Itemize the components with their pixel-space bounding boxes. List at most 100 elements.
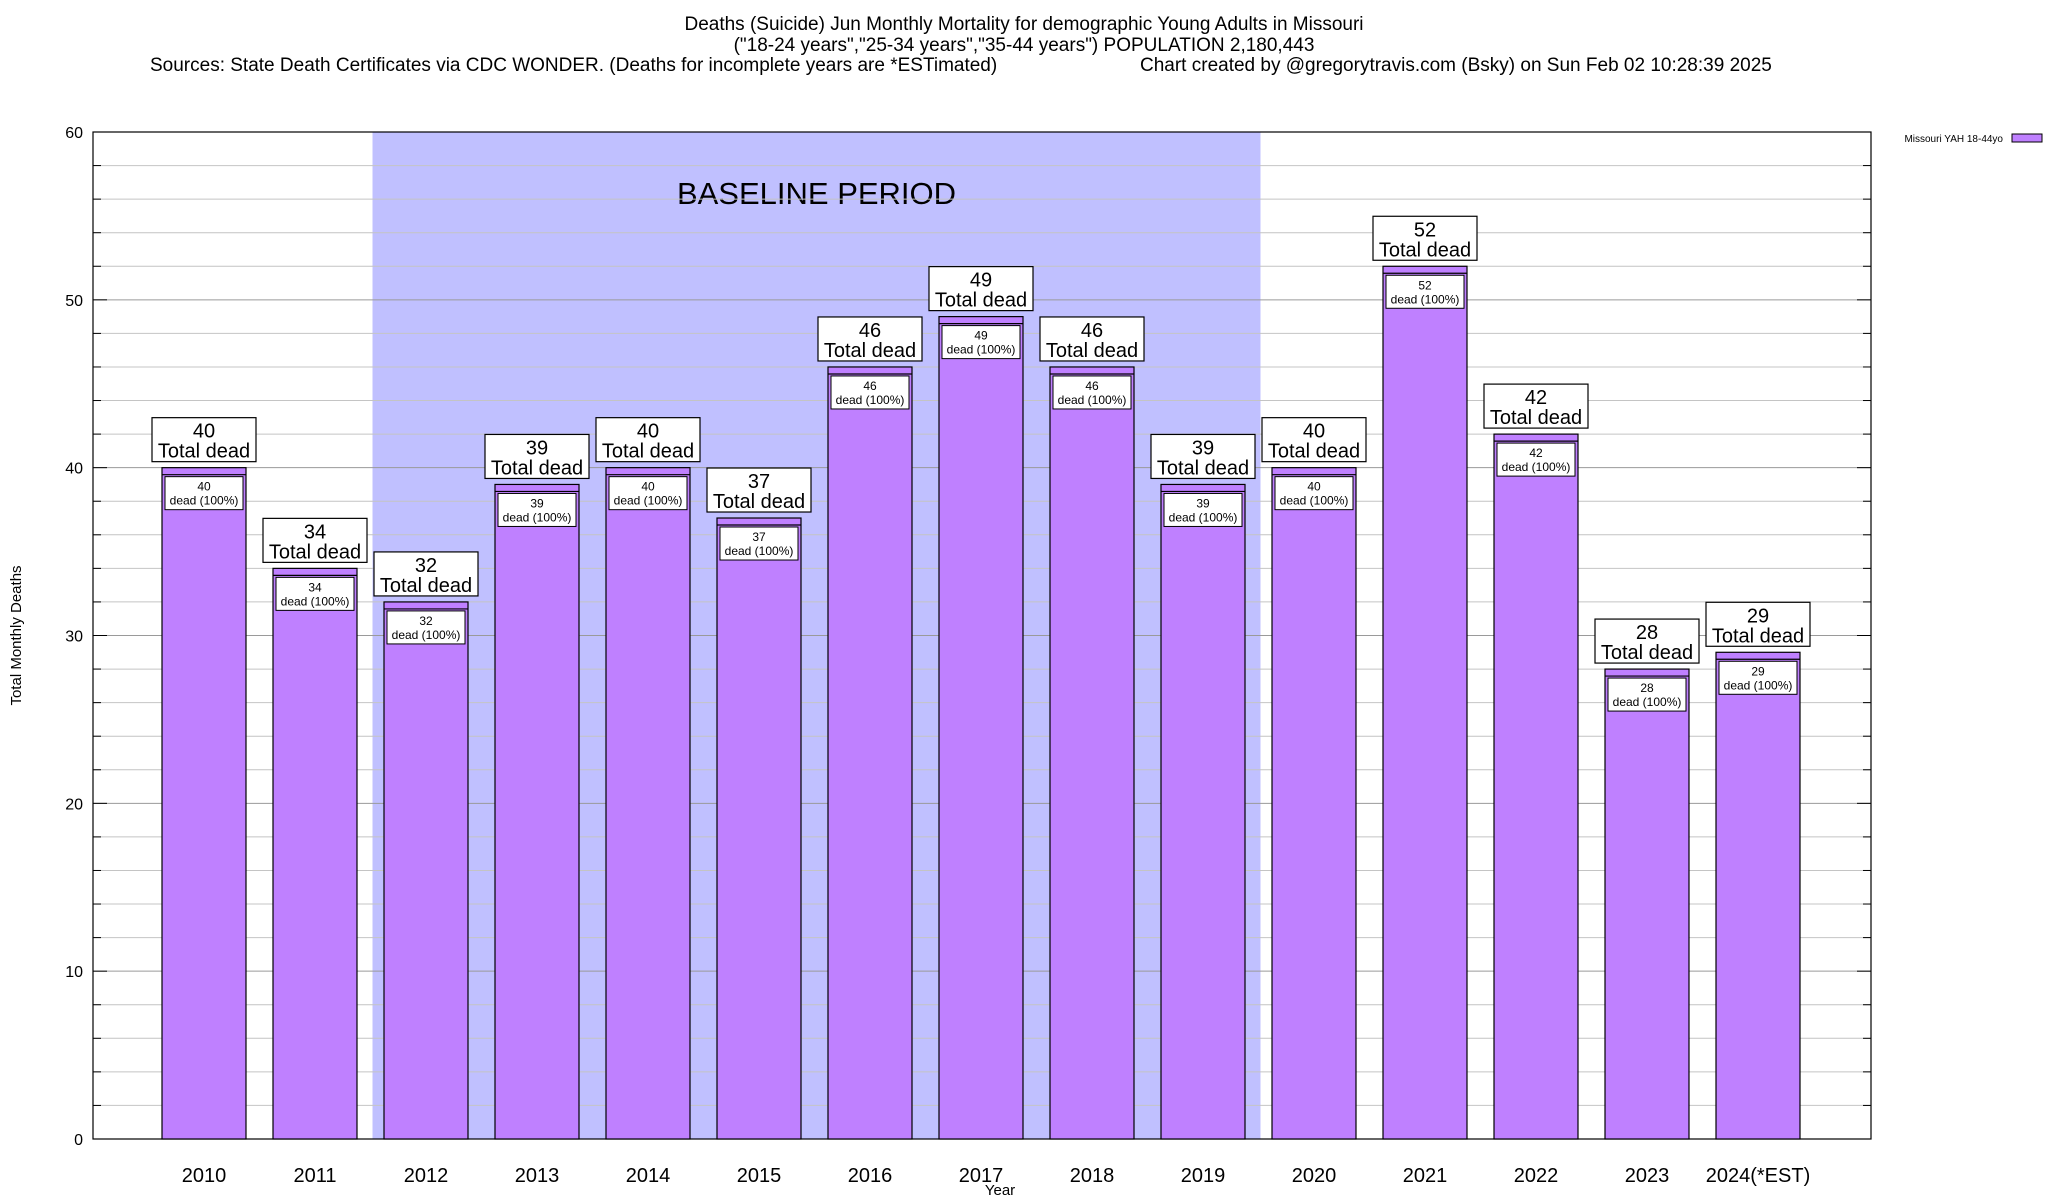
inner-label-box xyxy=(1274,476,1354,511)
total-value-label: 34 xyxy=(304,521,326,543)
legend-label: Missouri YAH 18-44yo xyxy=(1904,134,2003,145)
y-tick-label: 60 xyxy=(65,125,83,142)
inner-label-box xyxy=(386,610,466,645)
total-dead-label: Total dead xyxy=(1601,642,1693,664)
total-value-label: 37 xyxy=(748,471,770,493)
total-value-label: 46 xyxy=(1081,320,1103,342)
total-dead-label: Total dead xyxy=(1046,340,1138,362)
inner-label-box xyxy=(1385,274,1465,309)
chart-title: Deaths (Suicide) Jun Monthly Mortality f… xyxy=(684,14,1364,35)
y-tick-label: 0 xyxy=(74,1132,83,1149)
total-dead-label: Total dead xyxy=(713,491,805,513)
total-dead-label: Total dead xyxy=(1268,441,1360,463)
bar xyxy=(1604,668,1690,1140)
inner-percent-label: dead (100%) xyxy=(1280,494,1349,508)
total-value-label: 42 xyxy=(1525,387,1547,409)
inner-percent-label: dead (100%) xyxy=(503,510,572,524)
legend-swatch xyxy=(2011,133,2043,143)
y-tick-label: 40 xyxy=(65,461,83,478)
inner-percent-label: dead (100%) xyxy=(392,628,461,642)
bar xyxy=(1271,467,1357,1140)
total-dead-label: Total dead xyxy=(158,441,250,463)
inner-value-label: 39 xyxy=(1196,496,1210,510)
total-label-box xyxy=(1594,618,1700,664)
inner-label-box xyxy=(1496,442,1576,477)
x-tick-label: 2012 xyxy=(404,1165,449,1187)
inner-label-box xyxy=(1163,492,1243,527)
x-tick-label: 2017 xyxy=(959,1165,1004,1187)
total-label-box xyxy=(817,316,923,362)
total-dead-label: Total dead xyxy=(1379,239,1471,261)
x-tick-label: 2024(*EST) xyxy=(1706,1165,1811,1187)
total-value-label: 40 xyxy=(637,421,659,443)
x-tick-label: 2020 xyxy=(1292,1165,1337,1187)
total-value-label: 32 xyxy=(415,555,437,577)
total-label-box xyxy=(928,266,1034,312)
inner-label-box xyxy=(164,476,244,511)
total-label-box xyxy=(706,467,812,513)
x-tick-label: 2016 xyxy=(848,1165,893,1187)
y-tick-label: 30 xyxy=(65,629,83,646)
inner-value-label: 40 xyxy=(641,480,655,494)
bar xyxy=(494,483,580,1140)
total-value-label: 39 xyxy=(1192,437,1214,459)
total-label-box xyxy=(1150,433,1256,480)
total-dead-label: Total dead xyxy=(1490,407,1582,429)
total-value-label: 46 xyxy=(859,320,881,342)
total-dead-label: Total dead xyxy=(602,441,694,463)
inner-percent-label: dead (100%) xyxy=(1502,460,1571,474)
x-tick-label: 2013 xyxy=(515,1165,560,1187)
total-value-label: 39 xyxy=(526,437,548,459)
inner-percent-label: dead (100%) xyxy=(170,494,239,508)
inner-value-label: 49 xyxy=(974,329,988,343)
inner-percent-label: dead (100%) xyxy=(1391,292,1460,306)
total-label-box xyxy=(373,551,479,597)
total-dead-label: Total dead xyxy=(824,340,916,362)
bar xyxy=(938,316,1024,1140)
x-tick-label: 2010 xyxy=(182,1165,227,1187)
inner-value-label: 34 xyxy=(308,580,322,594)
x-tick-label: 2019 xyxy=(1181,1165,1226,1187)
total-label-box xyxy=(262,517,368,563)
total-label-box xyxy=(1483,383,1589,429)
inner-label-box xyxy=(941,325,1021,360)
inner-percent-label: dead (100%) xyxy=(836,393,905,407)
inner-value-label: 40 xyxy=(1307,480,1321,494)
inner-label-box xyxy=(1607,677,1687,712)
total-dead-label: Total dead xyxy=(380,575,472,597)
total-value-label: 52 xyxy=(1414,219,1436,241)
chart-credit: Chart created by @gregorytravis.com (Bsk… xyxy=(1140,55,1772,76)
inner-label-box xyxy=(719,526,799,561)
inner-percent-label: dead (100%) xyxy=(725,544,794,558)
total-label-box xyxy=(1372,215,1478,261)
x-tick-label: 2021 xyxy=(1403,1165,1448,1187)
inner-label-box xyxy=(608,476,688,511)
total-dead-label: Total dead xyxy=(1712,625,1804,647)
x-tick-label: 2023 xyxy=(1625,1165,1670,1187)
inner-percent-label: dead (100%) xyxy=(281,594,350,608)
total-value-label: 40 xyxy=(1303,421,1325,443)
total-dead-label: Total dead xyxy=(491,457,583,479)
inner-value-label: 46 xyxy=(1085,379,1099,393)
total-label-box xyxy=(1261,417,1367,463)
total-dead-label: Total dead xyxy=(1157,457,1249,479)
x-tick-label: 2015 xyxy=(737,1165,782,1187)
x-tick-label: 2022 xyxy=(1514,1165,1559,1187)
inner-value-label: 42 xyxy=(1529,446,1543,460)
total-value-label: 29 xyxy=(1747,605,1769,627)
total-label-box xyxy=(1039,316,1145,362)
total-label-box xyxy=(595,417,701,463)
inner-value-label: 46 xyxy=(863,379,877,393)
total-dead-label: Total dead xyxy=(269,541,361,563)
y-tick-label: 50 xyxy=(65,293,83,310)
inner-label-box xyxy=(275,576,355,611)
inner-value-label: 37 xyxy=(752,530,766,544)
inner-value-label: 32 xyxy=(419,614,433,628)
inner-percent-label: dead (100%) xyxy=(614,494,683,508)
inner-percent-label: dead (100%) xyxy=(1169,510,1238,524)
inner-value-label: 28 xyxy=(1640,681,1654,695)
inner-value-label: 39 xyxy=(530,496,544,510)
chart-subtitle: ("18-24 years","25-34 years","35-44 year… xyxy=(733,35,1315,56)
x-axis-label: Year xyxy=(985,1182,1015,1199)
